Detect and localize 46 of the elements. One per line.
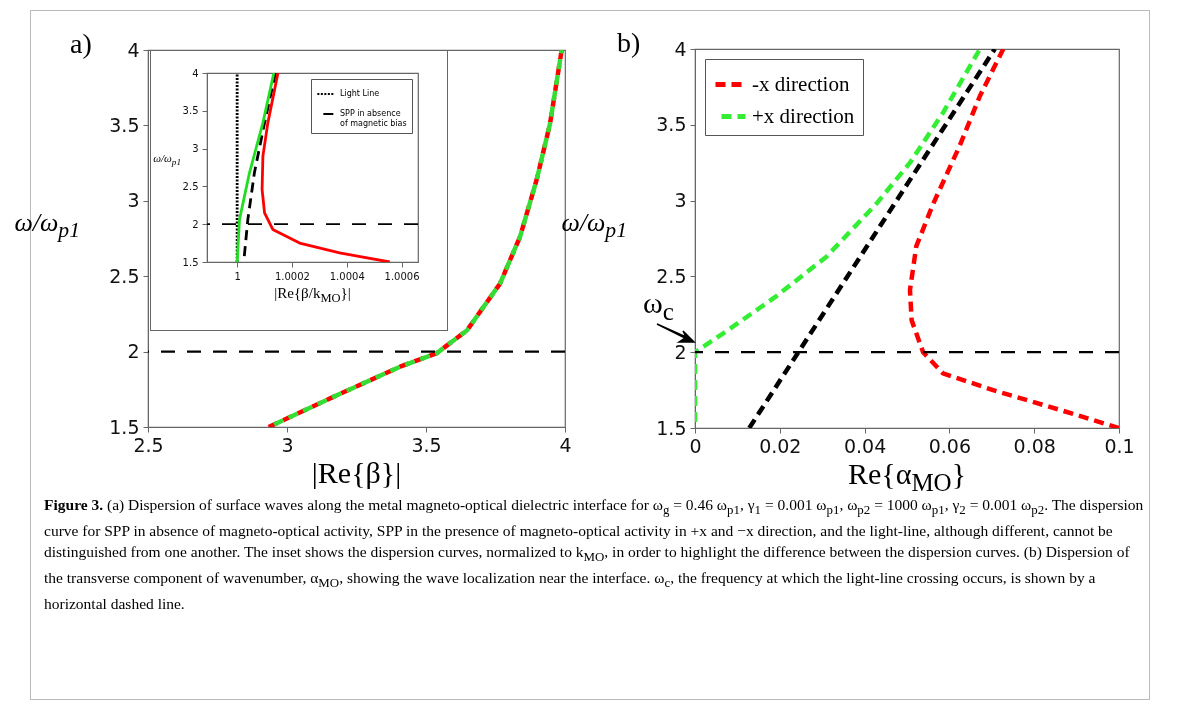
chart-title: a) [70, 28, 92, 60]
x-tick-label: 1 [234, 270, 241, 282]
legend-label: -x direction [752, 71, 850, 96]
x-tick-label: 1.0006 [384, 270, 420, 282]
x-tick-label: 1.0004 [329, 270, 365, 282]
annotation: ω$_{c}$ [643, 286, 674, 327]
legend-label: +x direction [752, 103, 855, 128]
y-axis-title: ω/ω$_{p1}$ [153, 152, 181, 168]
x-axis-title: |Re{β}| [311, 456, 402, 489]
line-series [235, 73, 276, 262]
y-tick-label: 1.5 [182, 256, 199, 268]
y-tick-label: 2 [674, 340, 687, 363]
y-tick-label: 4 [127, 38, 140, 61]
y-tick-label: 2 [192, 218, 199, 230]
y-tick-label: 3.5 [656, 113, 687, 136]
x-tick-label: 0.1 [1104, 434, 1135, 457]
y-tick-label: 3 [674, 189, 687, 212]
y-axis-title: ω/ω$_{p1}$ [561, 208, 627, 244]
x-axis-title: Re{α$_{MO}$} [847, 457, 967, 497]
x-tick-label: 0.02 [759, 434, 802, 457]
x-tick-label: 0.04 [843, 434, 887, 457]
x-tick-label: 3 [281, 433, 294, 456]
y-tick-label: 2 [127, 340, 140, 363]
x-tick-label: 0.06 [928, 434, 972, 457]
x-tick-label: 0.08 [1013, 434, 1056, 457]
y-tick-label: 1.5 [109, 415, 140, 438]
line-series [266, 50, 564, 427]
y-tick-label: 4 [192, 67, 199, 79]
x-tick-label: 0 [689, 434, 702, 457]
y-tick-label: 3.5 [182, 105, 199, 117]
x-axis-title: |Re{β/k$_{MO}$}| [274, 285, 351, 306]
line-series [907, 49, 1119, 428]
x-tick-label: 3.5 [411, 433, 442, 456]
y-tick-label: 3.5 [109, 113, 140, 136]
chart-title: b) [617, 27, 641, 59]
y-tick-label: 3 [192, 143, 199, 155]
y-tick-label: 2.5 [182, 180, 199, 192]
text: Figure 3. (a) Dispersion of surface waves along the metal magneto-optical dielectric interface for ω$_{g}$ = 0.46 ω$_{p1}$, γ$_{1}$ = 0.001 ω$_{p1}$, ω$_{p2}$ = 1000 ω$_{p1}$, γ$_{2}$ = 0.001 ω$_{p2}$. The dispersion curve for SPP in absence of magneto-optical activity, SPP in the presence of magneto-optical activity in +x and −x direction, and the light-line, although different, cannot be distinguished from one another. The inset shows the dispersion curves, normalized to k$_{MO}$, in order to highlight the difference between the dispersion curves. (b) Dispersion of the transverse component of wavenumber, α$_{MO}$, showing the wave localization near the interface. ω$_{c}$, the frequency at which the light-line crossing occurs, is shown by a horizontal dashed line. [44, 496, 1144, 613]
y-axis-title: ω/ω$_{p1}$ [14, 208, 80, 244]
x-tick-label: 4 [559, 433, 572, 456]
y-tick-label: 4 [674, 37, 687, 60]
y-tick-label: 1.5 [656, 416, 687, 439]
legend-label: Light Line [340, 89, 380, 98]
x-tick-label: 1.0002 [274, 270, 310, 282]
legend-label: SPP in absence of magnetic bias [340, 109, 407, 128]
y-tick-label: 3 [127, 189, 140, 212]
